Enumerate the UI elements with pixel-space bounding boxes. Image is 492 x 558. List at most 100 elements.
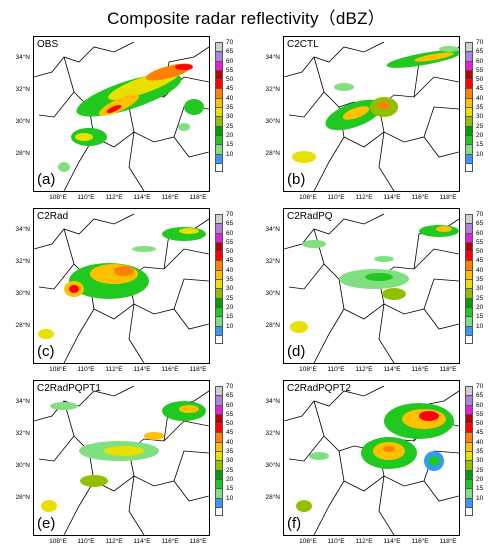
map-frame: C2RadPQ (d)	[283, 208, 460, 364]
lat-label: 34°N	[265, 226, 280, 233]
colorbar-swatch	[215, 107, 223, 117]
colorbar-swatch	[465, 478, 473, 489]
reflectivity-map	[34, 213, 209, 363]
colorbar-swatch	[465, 153, 473, 163]
colorbar-swatch	[215, 241, 223, 252]
colorbar-swatch	[465, 223, 473, 233]
colorbar-swatch	[215, 251, 223, 261]
lon-label: 112°E	[355, 538, 373, 545]
colorbar-swatch	[215, 395, 223, 405]
colorbar-level-label: 25	[226, 122, 234, 130]
colorbar-level-label: 65	[226, 48, 234, 56]
colorbar-level-label: 60	[476, 229, 484, 237]
colorbar-level-label: 25	[476, 294, 484, 302]
colorbar-level-label: 70	[476, 39, 484, 46]
colorbar-swatch	[465, 497, 473, 507]
lon-label: 108°E	[49, 538, 67, 545]
colorbar-swatch	[465, 325, 473, 335]
lon-label: 108°E	[49, 366, 67, 373]
colorbar-swatch	[465, 432, 473, 442]
lat-label: 28°N	[265, 322, 280, 329]
lat-label: 30°N	[15, 290, 30, 297]
colorbar-swatch	[215, 451, 223, 461]
colorbar-swatch	[215, 325, 223, 335]
colorbar-swatch	[465, 386, 473, 396]
lat-label: 28°N	[265, 494, 280, 501]
colorbar-swatch	[215, 223, 223, 233]
colorbar-swatch	[465, 79, 473, 89]
colorbar-swatch	[465, 42, 473, 52]
colorbar-level-label: 15	[226, 141, 234, 149]
colorbar-level-label: 70	[226, 383, 234, 390]
colorbar-swatch	[215, 60, 223, 70]
lat-label: 30°N	[265, 462, 280, 469]
colorbar-swatch	[215, 144, 223, 154]
map-frame: C2RadPQPT2 (f)	[283, 380, 460, 536]
lon-label: 110°E	[327, 366, 345, 373]
colorbar	[215, 42, 223, 173]
panel-letter: (e)	[37, 515, 56, 532]
reflectivity-map	[34, 385, 209, 535]
lon-label: 116°E	[411, 366, 429, 373]
colorbar-level-label: 30	[476, 113, 484, 121]
colorbar-level-label: 45	[476, 85, 484, 93]
colorbar	[465, 42, 473, 173]
panel-model-label: C2Rad	[37, 211, 69, 222]
panel-model-label: OBS	[37, 39, 59, 50]
colorbar-level-label: 35	[476, 448, 484, 456]
panel-c2radpq: C2RadPQ (d) 34°N 32°N 30°N 28°N 108°E 11…	[250, 208, 490, 386]
lat-label: 30°N	[15, 462, 30, 469]
lon-label: 110°E	[77, 194, 95, 201]
map-frame: OBS (a)	[33, 36, 210, 192]
lon-label: 112°E	[105, 366, 123, 373]
colorbar-swatch	[215, 488, 223, 498]
colorbar-swatch	[465, 107, 473, 117]
panel-model-label: C2CTL	[287, 39, 319, 50]
colorbar-swatch	[215, 288, 223, 298]
colorbar-swatch	[215, 404, 223, 414]
colorbar-level-label: 70	[226, 39, 234, 46]
colorbar-level-label: 45	[476, 257, 484, 265]
colorbar-level-label: 40	[226, 94, 234, 102]
colorbar-swatch	[215, 51, 223, 61]
colorbar-labels: 70 65 60 55 50 45 40 35 30 25 20 15 10	[226, 38, 242, 159]
colorbar-level-label: 15	[476, 141, 484, 149]
colorbar-swatch	[215, 153, 223, 163]
colorbar-level-label: 65	[476, 392, 484, 400]
lat-label: 28°N	[15, 150, 30, 157]
colorbar-level-label: 55	[476, 238, 484, 246]
echo-blobs	[58, 63, 204, 172]
lat-label: 34°N	[265, 54, 280, 61]
colorbar-level-label: 45	[226, 85, 234, 93]
colorbar-swatch	[465, 116, 473, 126]
colorbar-swatch	[215, 125, 223, 135]
colorbar-level-label: 55	[476, 66, 484, 74]
colorbar-level-label: 50	[476, 420, 484, 428]
lat-label: 34°N	[15, 54, 30, 61]
lon-label: 114°E	[383, 194, 401, 201]
colorbar-level-label: 40	[226, 438, 234, 446]
colorbar-swatch	[465, 162, 473, 173]
panel-model-label: C2RadPQPT2	[287, 383, 351, 394]
colorbar-level-label: 55	[226, 238, 234, 246]
colorbar-swatch	[215, 134, 223, 145]
lat-label: 32°N	[15, 258, 30, 265]
colorbar-level-label: 10	[226, 150, 234, 158]
colorbar-level-label: 20	[226, 475, 234, 483]
province-boundaries	[34, 41, 209, 191]
panel-c2rad: C2Rad (c) 34°N 32°N 30°N 28°N 108°E 110°…	[0, 208, 240, 386]
colorbar-swatch	[465, 423, 473, 433]
lat-label: 34°N	[15, 226, 30, 233]
colorbar-level-label: 15	[226, 313, 234, 321]
colorbar-level-label: 60	[476, 401, 484, 409]
colorbar-swatch	[465, 297, 473, 307]
colorbar-level-label: 50	[226, 420, 234, 428]
lon-label: 110°E	[77, 538, 95, 545]
lon-label: 118°E	[189, 366, 207, 373]
lat-label: 34°N	[15, 398, 30, 405]
colorbar-level-label: 10	[226, 322, 234, 330]
colorbar-swatch	[215, 432, 223, 442]
colorbar-swatch	[465, 460, 473, 470]
lat-label: 28°N	[15, 322, 30, 329]
lon-label: 118°E	[439, 538, 457, 545]
